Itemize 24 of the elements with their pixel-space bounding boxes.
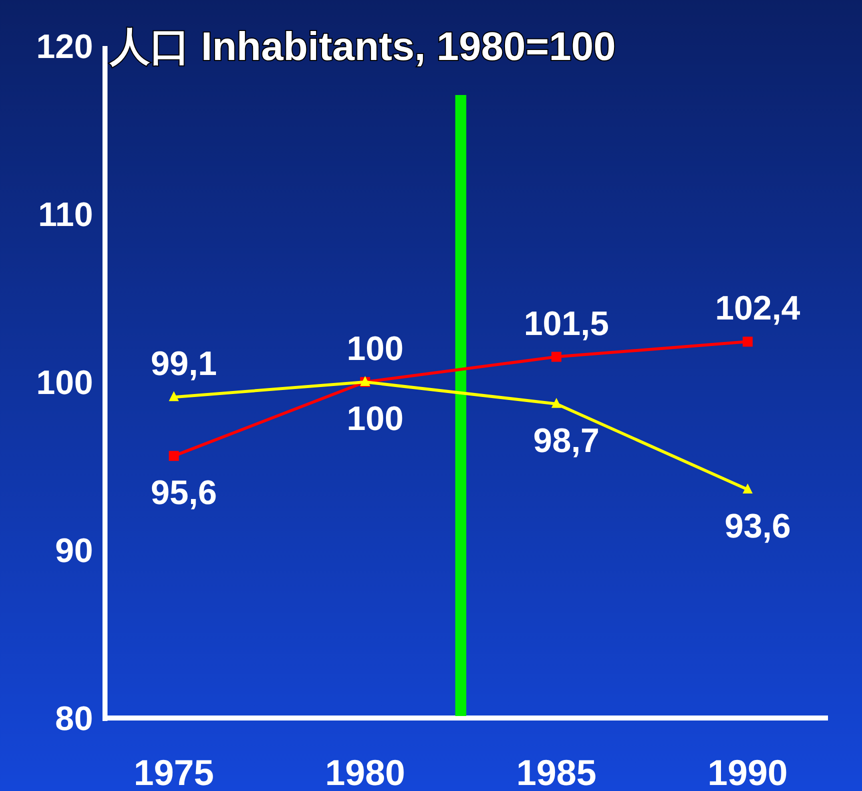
data-label: 101,5 xyxy=(524,304,609,343)
data-label: 100 xyxy=(346,330,404,368)
point xyxy=(168,391,179,402)
y-tick-label: 90 xyxy=(55,532,93,570)
y-tick-label: 100 xyxy=(36,364,93,402)
data-label: 98,7 xyxy=(533,422,600,460)
data-label: 95,6 xyxy=(150,474,217,512)
chart-title: 人口 Inhabitants, 1980=100 xyxy=(109,25,616,69)
x-tick-label: 1975 xyxy=(134,752,214,791)
data-label: 102,4 xyxy=(715,290,800,328)
y-tick-label: 80 xyxy=(55,700,93,738)
data-label: 100 xyxy=(346,400,404,438)
y-tick-label: 110 xyxy=(38,196,93,234)
point xyxy=(742,484,753,494)
data-label: 99,1 xyxy=(150,345,217,384)
x-tick-label: 1990 xyxy=(708,752,788,791)
point xyxy=(742,336,753,347)
point xyxy=(551,398,562,408)
x-tick-label: 1985 xyxy=(516,752,596,791)
data-label: 93,6 xyxy=(724,508,791,546)
y-tick-label: 120 xyxy=(36,28,93,66)
point xyxy=(168,450,179,461)
x-tick-label: 1980 xyxy=(325,752,406,791)
point xyxy=(551,352,562,362)
